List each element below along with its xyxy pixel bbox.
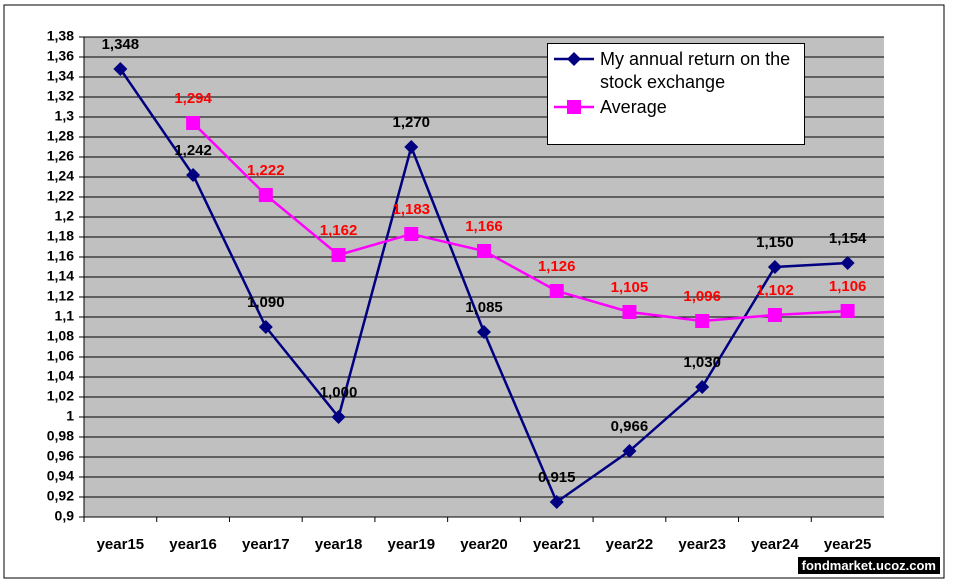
y-tick-label: 0,96 (47, 448, 74, 464)
legend-entry: My annual return on the stock exchange (554, 48, 798, 94)
y-tick-label: 1,02 (47, 388, 74, 404)
data-label: 1,183 (392, 201, 430, 218)
data-label: 1,166 (465, 218, 503, 235)
y-tick-label: 1,22 (47, 188, 74, 204)
x-tick-label: year23 (678, 536, 726, 553)
x-tick-label: year17 (242, 536, 290, 553)
legend-swatch (554, 100, 594, 114)
marker (186, 168, 201, 182)
data-label: 1,000 (320, 384, 358, 401)
data-label: 1,030 (683, 354, 721, 371)
marker (549, 284, 564, 298)
y-tick-label: 1,3 (55, 108, 75, 124)
data-label: 1,096 (683, 288, 721, 305)
marker (331, 410, 346, 424)
x-tick-label: year21 (533, 536, 581, 553)
data-label: 1,294 (174, 90, 212, 107)
data-label: 1,348 (102, 36, 140, 53)
legend-label: My annual return on the stock exchange (600, 49, 791, 92)
marker (695, 314, 710, 328)
marker (767, 308, 782, 322)
marker (840, 256, 855, 270)
x-tick-label: year20 (460, 536, 508, 553)
data-label: 0,966 (611, 418, 649, 435)
data-label: 1,222 (247, 162, 285, 179)
data-label: 1,090 (247, 294, 285, 311)
marker (477, 244, 491, 258)
data-label: 1,085 (465, 299, 503, 316)
y-tick-label: 1,36 (47, 48, 74, 64)
x-tick-label: year24 (751, 536, 799, 553)
y-tick-label: 1,28 (47, 128, 74, 144)
y-tick-label: 1,34 (47, 68, 74, 84)
marker (404, 140, 419, 154)
y-tick-label: 1,16 (47, 248, 74, 264)
marker (622, 305, 637, 319)
x-tick-label: year22 (606, 536, 654, 553)
y-tick-label: 1,06 (47, 348, 74, 364)
legend: My annual return on the stock exchange Av… (547, 43, 805, 145)
marker (258, 320, 273, 334)
legend-entry: Average (554, 96, 798, 119)
marker (477, 325, 491, 339)
data-label: 1,106 (829, 278, 867, 295)
y-tick-label: 1,38 (47, 28, 74, 44)
y-tick-label: 1,12 (47, 288, 74, 304)
y-tick-label: 1,1 (55, 308, 75, 324)
marker (113, 62, 128, 76)
data-label: 1,150 (756, 234, 794, 251)
data-label: 1,162 (320, 222, 358, 239)
y-tick-label: 1,2 (55, 208, 75, 224)
x-tick-label: year16 (169, 536, 217, 553)
y-tick-label: 1,14 (47, 268, 74, 284)
marker (404, 227, 419, 241)
marker (767, 260, 782, 274)
data-label: 1,126 (538, 258, 576, 275)
y-tick-label: 1 (66, 408, 74, 424)
marker (567, 100, 581, 114)
data-label: 1,102 (756, 282, 794, 299)
y-tick-label: 1,24 (47, 168, 74, 184)
data-label: 1,154 (829, 230, 867, 247)
marker (186, 116, 201, 130)
data-label: 0,915 (538, 469, 576, 486)
y-tick-label: 0,92 (47, 488, 74, 504)
y-tick-label: 1,26 (47, 148, 74, 164)
series-line (192, 122, 848, 323)
legend-label: Average (600, 97, 667, 117)
x-tick-label: year19 (387, 536, 435, 553)
x-tick-label: year18 (315, 536, 363, 553)
y-tick-label: 0,94 (47, 468, 74, 484)
y-tick-label: 1,04 (47, 368, 74, 384)
y-tick-label: 1,32 (47, 88, 74, 104)
x-tick-label: year15 (97, 536, 145, 553)
marker (331, 248, 346, 262)
marker (567, 52, 581, 66)
marker (695, 380, 710, 394)
y-tick-label: 1,08 (47, 328, 74, 344)
y-tick-label: 0,98 (47, 428, 74, 444)
marker (622, 444, 637, 458)
data-label: 1,270 (392, 114, 430, 131)
data-label: 1,242 (174, 142, 212, 159)
watermark: fondmarket.ucoz.com (797, 557, 940, 574)
marker (840, 304, 855, 318)
x-tick-label: year25 (824, 536, 872, 553)
data-label: 1,105 (611, 279, 649, 296)
y-tick-label: 1,18 (47, 228, 74, 244)
legend-swatch (554, 52, 594, 66)
y-tick-label: 0,9 (55, 508, 75, 524)
marker (549, 495, 564, 509)
marker (258, 188, 273, 202)
